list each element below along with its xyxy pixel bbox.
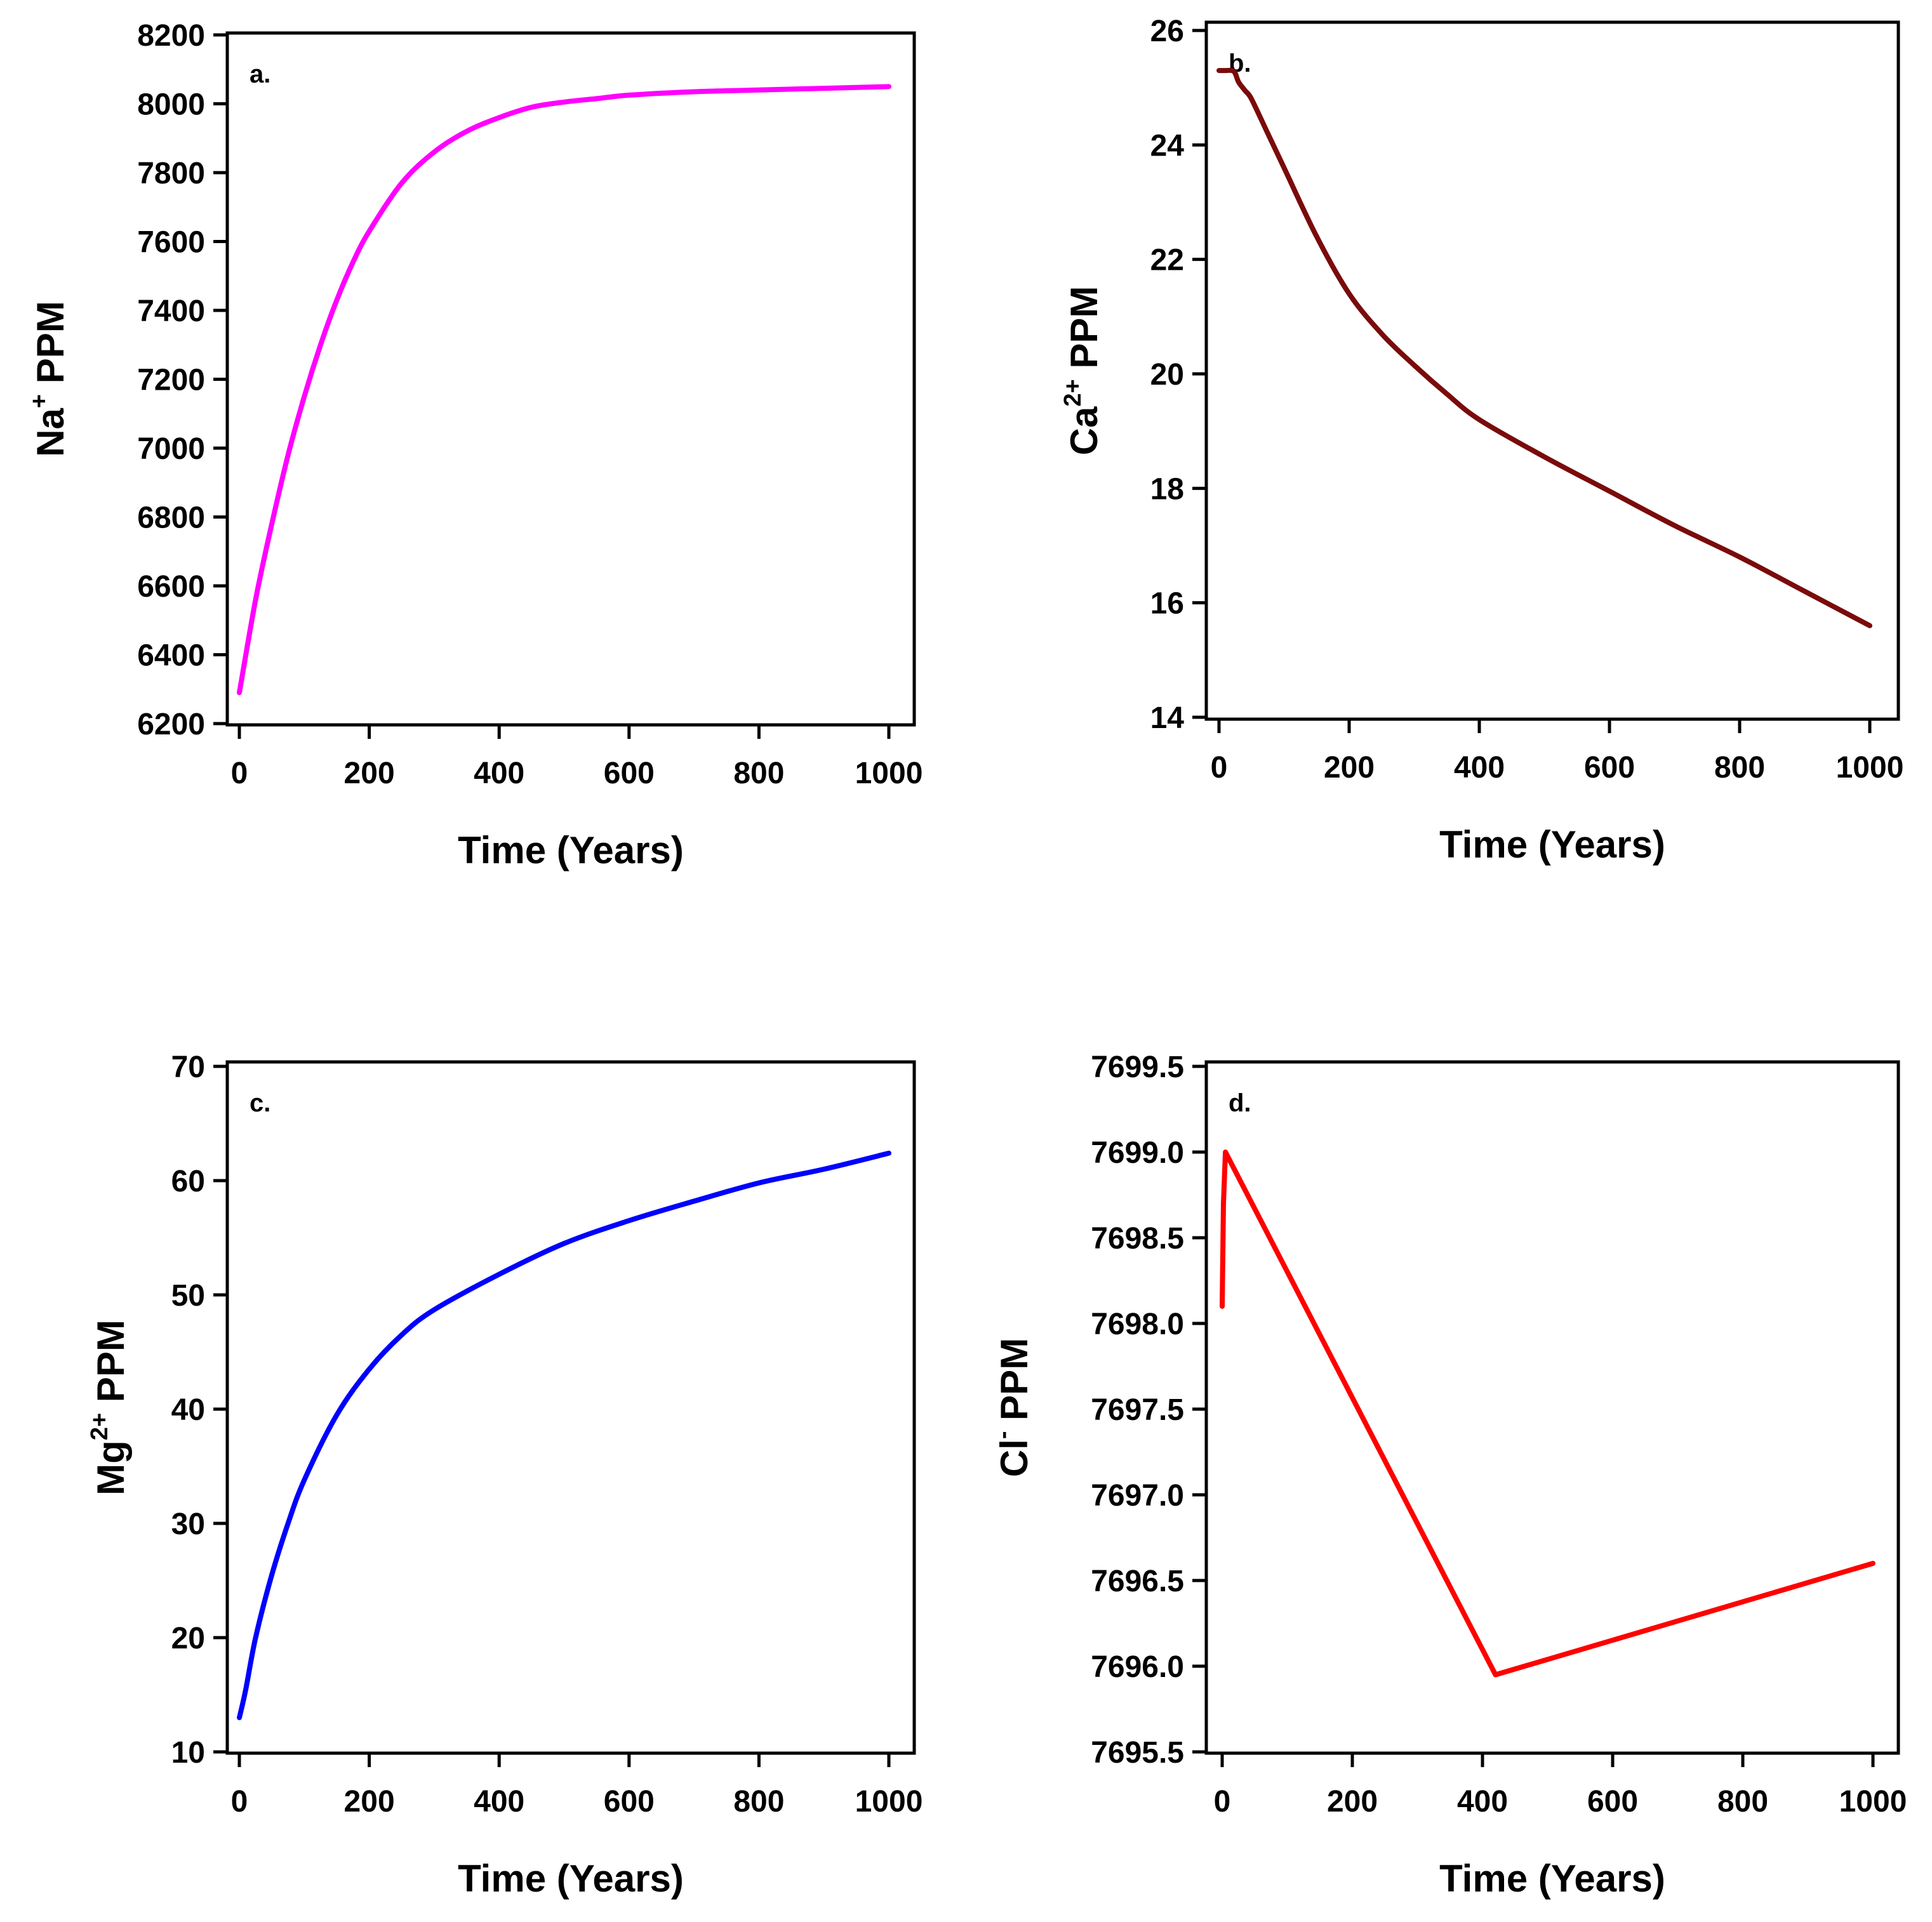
x-axis-label: Time (Years) (1439, 1857, 1665, 1900)
y-axis-label: Na+ PPM (26, 301, 72, 457)
plot-frame (225, 31, 916, 727)
x-tick-label: 600 (1584, 751, 1635, 785)
y-axis-label: Ca2+ PPM (1060, 286, 1105, 456)
y-tick-label: 7698.0 (1091, 1308, 1184, 1341)
chart-panel-4: 7695.5 7696.0 7696.5 7697.0 7697.5 7698.0 7698… (990, 1050, 1907, 1900)
x-tick-label: 1000 (1839, 1785, 1907, 1819)
x-tick-label: 600 (1587, 1785, 1638, 1819)
x-tick-label: 800 (733, 1785, 784, 1819)
y-tick-label: 16 (1150, 587, 1184, 621)
x-tick-label: 800 (1714, 751, 1765, 785)
y-tick-label: 26 (1150, 15, 1184, 48)
panel-label: d. (1229, 1089, 1251, 1117)
x-tick-label: 1000 (855, 1785, 923, 1819)
x-tick-label: 0 (231, 757, 248, 790)
series-line-Cl- (1220, 1150, 1875, 1678)
x-tick-label: 400 (474, 757, 524, 790)
y-tick-label: 7696.5 (1091, 1565, 1184, 1598)
series-line-Na+ (237, 84, 891, 696)
chart-panel-2: 14 16 18 20 22 24 26 0 200 400 600 800 1000 Time (Yea… (1060, 15, 1903, 866)
series-line-Mg2+ (237, 1150, 891, 1720)
x-axis-label: Time (Years) (1439, 823, 1665, 866)
y-tick-label: 20 (1150, 358, 1184, 392)
panel-label: c. (250, 1089, 270, 1117)
y-tick-label: 7600 (137, 226, 205, 260)
y-tick-label: 50 (171, 1279, 205, 1313)
y-tick-label: 7200 (137, 364, 205, 397)
plot-frame (1204, 20, 1900, 721)
x-tick-label: 0 (231, 1785, 248, 1819)
x-tick-label: 0 (1214, 1785, 1231, 1819)
y-tick-label: 40 (171, 1393, 205, 1427)
y-tick-label: 7800 (137, 157, 205, 190)
plot-frame (1204, 1060, 1900, 1755)
y-tick-label: 22 (1150, 244, 1184, 277)
y-tick-label: 18 (1150, 472, 1184, 506)
x-tick-label: 800 (1717, 1785, 1768, 1819)
y-tick-label: 7699.5 (1091, 1050, 1184, 1084)
y-tick-label: 7400 (137, 295, 205, 328)
y-tick-label: 14 (1150, 701, 1185, 735)
x-tick-label: 200 (1327, 1785, 1378, 1819)
x-tick-label: 400 (474, 1785, 524, 1819)
y-tick-label: 6200 (137, 708, 205, 741)
x-tick-label: 1000 (855, 757, 923, 790)
y-tick-label: 8000 (137, 88, 205, 122)
y-tick-label: 6600 (137, 570, 205, 604)
x-tick-label: 600 (604, 1785, 655, 1819)
y-tick-label: 10 (171, 1736, 205, 1770)
chart-panel-1: 6200640066006800700072007400760078008000… (26, 19, 923, 872)
y-tick-label: 7699.0 (1091, 1136, 1184, 1170)
chart-panel-3: 10 20 30 40 50 60 70 0 200 400 600 800 1000 Time (Yea… (86, 1050, 923, 1900)
y-tick-label: 6800 (137, 501, 205, 535)
y-tick-label: 8200 (137, 19, 205, 53)
x-tick-label: 200 (1324, 751, 1375, 785)
y-tick-label: 7698.5 (1091, 1222, 1184, 1256)
x-tick-label: 400 (1457, 1785, 1508, 1819)
x-tick-label: 1000 (1836, 751, 1904, 785)
x-tick-label: 400 (1454, 751, 1505, 785)
plot-frame (225, 1060, 916, 1755)
series-line-Ca2+ (1216, 67, 1872, 628)
x-tick-label: 200 (344, 757, 395, 790)
y-axis-label: Mg2+ PPM (86, 1320, 132, 1495)
x-axis-label: Time (Years) (458, 1857, 684, 1900)
y-tick-label: 7697.0 (1091, 1479, 1184, 1513)
y-tick-label: 60 (171, 1165, 205, 1198)
y-tick-label: 20 (171, 1622, 205, 1655)
y-tick-label: 7000 (137, 432, 205, 466)
x-tick-label: 200 (344, 1785, 395, 1819)
y-tick-label: 7697.5 (1091, 1393, 1184, 1427)
y-tick-label: 30 (171, 1508, 205, 1541)
x-axis-label: Time (Years) (458, 829, 684, 872)
y-tick-label: 70 (171, 1050, 205, 1084)
x-tick-label: 0 (1211, 751, 1228, 785)
y-tick-label: 7695.5 (1091, 1736, 1184, 1770)
y-tick-label: 7696.0 (1091, 1650, 1184, 1684)
y-tick-label: 6400 (137, 639, 205, 673)
y-tick-label: 24 (1150, 129, 1185, 162)
panel-label: a. (250, 60, 270, 88)
x-tick-label: 800 (733, 757, 784, 790)
y-axis-label: Cl- PPM (990, 1338, 1036, 1477)
x-tick-label: 600 (604, 757, 655, 790)
